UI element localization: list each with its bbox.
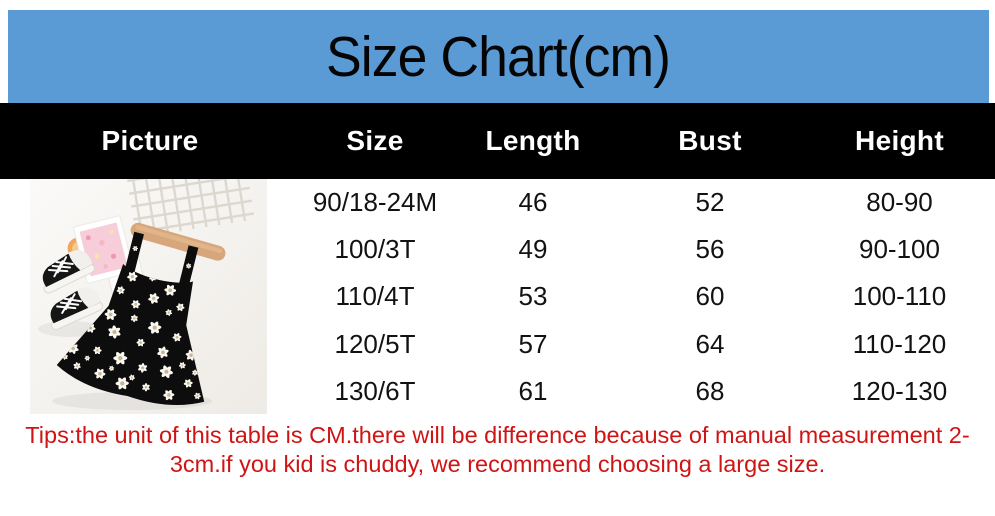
length-cell: 46 [518, 187, 548, 218]
size-cell: 90/18-24M [312, 187, 438, 218]
tips-note: Tips:the unit of this table is CM.there … [0, 421, 995, 479]
title-banner: Size Chart(cm) [8, 10, 989, 103]
column-header-bust: Bust [678, 125, 742, 156]
table-row: 90/18-24M 46 52 80-90 [0, 179, 995, 226]
length-cell: 49 [518, 234, 548, 265]
size-cell: 100/3T [334, 234, 416, 265]
tips-line-1: Tips:the unit of this table is CM.there … [25, 422, 970, 448]
table-row: 100/3T 49 56 90-100 [0, 226, 995, 273]
product-photo-illustration [30, 155, 267, 414]
table-row: 130/6T 61 68 120-130 [0, 368, 995, 415]
bust-cell: 52 [695, 187, 725, 218]
length-cell: 57 [518, 328, 548, 359]
column-header-height: Height [855, 125, 944, 156]
page-title: Size Chart(cm) [326, 24, 671, 89]
height-cell: 100-110 [852, 281, 947, 312]
bust-cell: 60 [695, 281, 725, 312]
product-photo [30, 155, 267, 414]
height-cell: 120-130 [851, 375, 948, 406]
column-header-length: Length [485, 125, 581, 156]
dress-illustration [56, 231, 205, 406]
length-cell: 53 [518, 281, 548, 312]
table-row: 120/5T 57 64 110-120 [0, 321, 995, 368]
table-row: 110/4T 53 60 100-110 [0, 273, 995, 320]
bust-cell: 64 [695, 328, 725, 359]
column-header-picture: Picture [101, 125, 199, 156]
table-header-row: Picture Size Length Bust Height [0, 103, 995, 179]
size-cell: 110/4T [335, 281, 415, 312]
hanger-icon [130, 222, 226, 261]
column-header-size: Size [346, 125, 404, 156]
tips-line-2: 3cm.if you kid is chuddy, we recommend c… [169, 451, 826, 477]
bust-cell: 56 [695, 234, 725, 265]
size-cell: 120/5T [334, 328, 416, 359]
height-cell: 110-120 [852, 328, 947, 359]
bust-cell: 68 [695, 375, 725, 406]
card-floral-dots [85, 229, 117, 269]
height-cell: 90-100 [859, 234, 940, 265]
height-cell: 80-90 [866, 187, 933, 218]
length-cell: 61 [518, 375, 548, 406]
size-cell: 130/6T [334, 375, 416, 406]
table-body: 90/18-24M 46 52 80-90 100/3T 49 56 90-10… [0, 155, 995, 415]
